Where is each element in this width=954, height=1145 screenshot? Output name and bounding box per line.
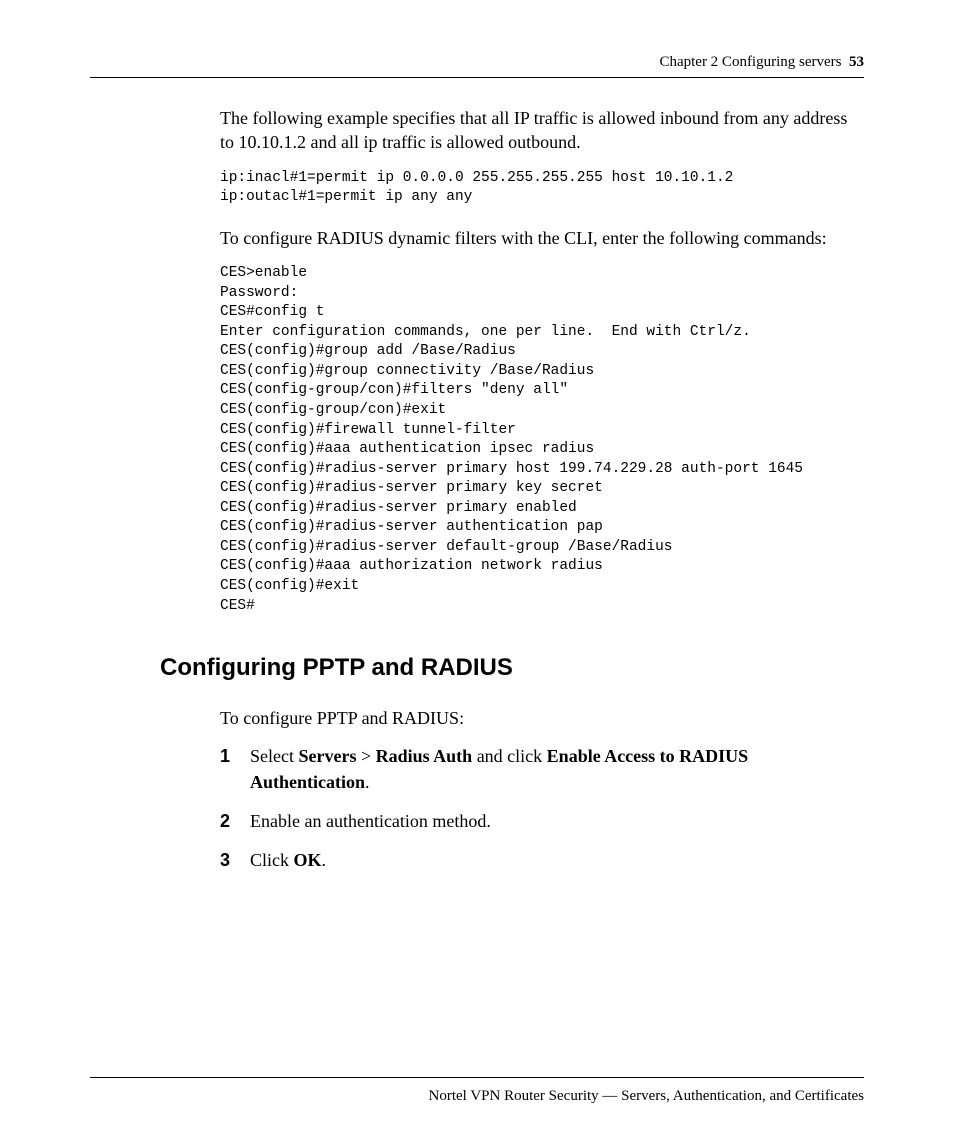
step-text: Click [250,850,294,870]
step-number: 1 [220,744,250,794]
section-heading: Configuring PPTP and RADIUS [160,654,864,682]
code-block-cli: CES>enable Password: CES#config t Enter … [220,264,864,616]
step-body: Click OK. [250,848,864,873]
running-header: Chapter 2 Configuring servers 53 [90,54,864,78]
page-number: 53 [845,54,864,70]
step-number: 2 [220,809,250,834]
step-body: Select Servers > Radius Auth and click E… [250,744,864,794]
step-2: 2 Enable an authentication method. [220,809,864,834]
paragraph-cli-intro: To configure RADIUS dynamic filters with… [220,226,864,250]
step-bold: OK [294,850,322,870]
step-text: > [356,746,375,766]
step-bold: Servers [298,746,356,766]
step-text: . [365,772,370,792]
step-text: Select [250,746,298,766]
code-block-acl: ip:inacl#1=permit ip 0.0.0.0 255.255.255… [220,169,864,208]
running-footer: Nortel VPN Router Security — Servers, Au… [90,1077,864,1105]
step-text: . [322,850,327,870]
step-number: 3 [220,848,250,873]
step-1: 1 Select Servers > Radius Auth and click… [220,744,864,794]
page-number-value: 53 [849,54,864,70]
step-text: and click [472,746,546,766]
step-3: 3 Click OK. [220,848,864,873]
chapter-label: Chapter 2 Configuring servers [659,54,841,70]
steps-list: 1 Select Servers > Radius Auth and click… [220,744,864,873]
step-body: Enable an authentication method. [250,809,864,834]
step-bold: Radius Auth [376,746,473,766]
page: Chapter 2 Configuring servers 53 The fol… [0,0,954,1145]
content-area: The following example specifies that all… [220,106,864,873]
paragraph-pptp-intro: To configure PPTP and RADIUS: [220,706,864,730]
paragraph-intro-example: The following example specifies that all… [220,106,864,155]
